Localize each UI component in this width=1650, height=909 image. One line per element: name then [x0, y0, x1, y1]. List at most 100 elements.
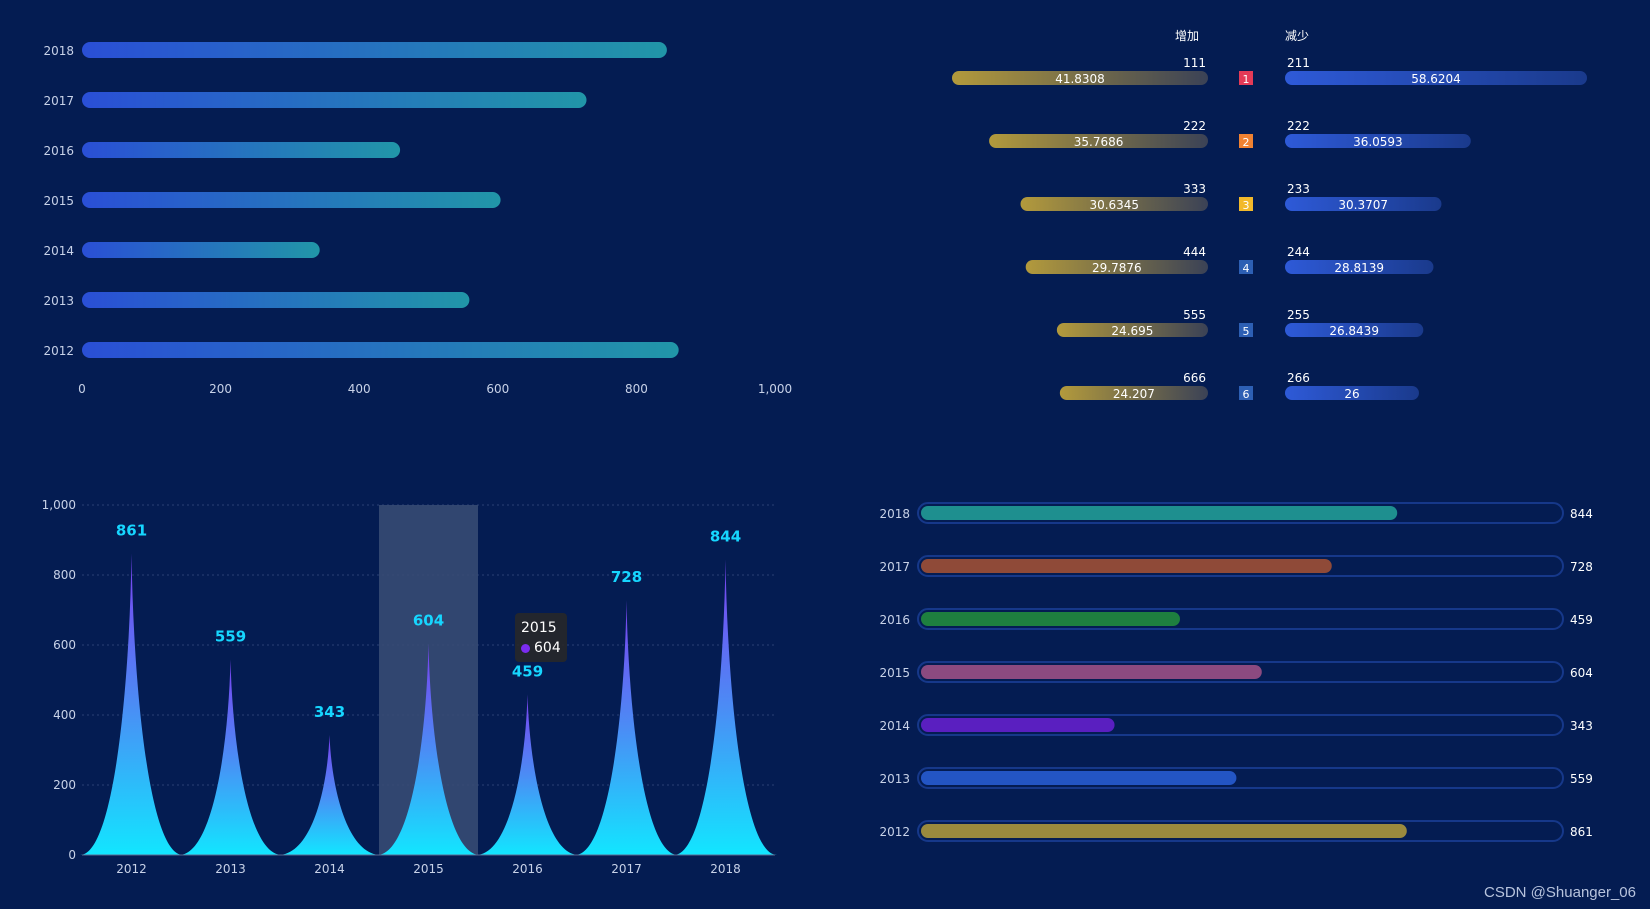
year-label: 2018 [879, 507, 910, 521]
y-tick-label: 2016 [43, 144, 74, 158]
left-value-label: 24.207 [1113, 387, 1155, 401]
left-count: 333 [1183, 182, 1206, 196]
value-label: 861 [1570, 825, 1593, 839]
progress-fill-2014 [921, 718, 1115, 732]
bar-decrease-1 [1285, 71, 1587, 85]
y-tick-label: 1,000 [42, 498, 76, 512]
progress-fill-2016 [921, 612, 1180, 626]
value-label: 559 [1570, 772, 1593, 786]
bar-increase-1 [952, 71, 1208, 85]
bar-increase-2 [989, 134, 1208, 148]
y-tick-label: 200 [53, 778, 76, 792]
y-tick-label: 800 [53, 568, 76, 582]
progress-bar-chart-svg: 2018 844 2017 728 2016 459 2015 604 2014 343 2013 5… [879, 502, 1593, 842]
right-value-label: 26.8439 [1329, 324, 1379, 338]
chart-tooltip: 2015 604 [515, 613, 567, 662]
right-count: 233 [1287, 182, 1310, 196]
data-label: 861 [116, 522, 147, 540]
y-tick-label: 2014 [43, 244, 74, 258]
progress-track [917, 502, 1564, 524]
progress-fill-2012 [921, 824, 1407, 838]
data-label: 343 [314, 703, 345, 721]
header-increase: 增加 [1175, 29, 1199, 43]
data-label: 604 [413, 612, 444, 630]
x-tick-label: 1,000 [758, 382, 792, 396]
bar-decrease-5 [1285, 323, 1424, 337]
spike-2012 [80, 553, 183, 855]
x-tick-label: 2013 [215, 862, 246, 876]
right-count: 244 [1287, 245, 1310, 259]
value-label: 343 [1570, 719, 1593, 733]
y-tick-label: 2018 [43, 44, 74, 58]
value-label: 844 [1570, 507, 1593, 521]
x-tick-label: 2016 [512, 862, 543, 876]
rank-badge [1239, 323, 1253, 337]
data-label: 728 [611, 568, 642, 586]
progress-track [917, 661, 1564, 683]
left-count: 666 [1183, 371, 1206, 385]
rank-badge [1239, 260, 1253, 274]
left-value-label: 24.695 [1111, 324, 1153, 338]
bar-2013 [82, 292, 470, 308]
progress-fill-2015 [921, 665, 1262, 679]
rank-number: 5 [1243, 325, 1250, 338]
rank-badge [1239, 71, 1253, 85]
spike-column-chart-svg: 0 200 400 600 800 1,000 861 2012 559 2013 343 2014 6… [42, 498, 777, 876]
right-value-label: 36.0593 [1353, 135, 1403, 149]
bar-2015 [82, 192, 501, 208]
rank-number: 1 [1243, 73, 1250, 86]
right-count: 266 [1287, 371, 1310, 385]
y-tick-label: 400 [53, 708, 76, 722]
rank-number: 6 [1243, 388, 1250, 401]
y-tick-label: 600 [53, 638, 76, 652]
right-count: 211 [1287, 56, 1310, 70]
right-count: 222 [1287, 119, 1310, 133]
progress-track [917, 767, 1564, 789]
left-value-label: 30.6345 [1089, 198, 1139, 212]
spike-2014 [278, 734, 381, 855]
right-value-label: 28.8139 [1334, 261, 1384, 275]
bar-decrease-4 [1285, 260, 1434, 274]
diverging-ranking-chart: 增加 减少 111 41.8308 1 211 58.6204 222 35.7686 2 22… [880, 0, 1620, 420]
x-tick-label: 0 [78, 382, 86, 396]
left-count: 444 [1183, 245, 1206, 259]
y-tick-label: 2015 [43, 194, 74, 208]
value-label: 459 [1570, 613, 1593, 627]
bar-2018 [82, 42, 667, 58]
bar-decrease-2 [1285, 134, 1471, 148]
right-value-label: 26 [1344, 387, 1359, 401]
left-count: 222 [1183, 119, 1206, 133]
rank-badge [1239, 197, 1253, 211]
year-label: 2013 [879, 772, 910, 786]
bar-increase-6 [1059, 386, 1208, 400]
year-label: 2012 [879, 825, 910, 839]
left-value-label: 29.7876 [1092, 261, 1142, 275]
x-tick-label: 2018 [710, 862, 741, 876]
x-tick-label: 800 [625, 382, 648, 396]
bar-2016 [82, 142, 401, 158]
progress-fill-2013 [921, 771, 1237, 785]
progress-track [917, 555, 1564, 577]
bar-decrease-3 [1285, 197, 1442, 211]
spike-2016 [476, 694, 579, 855]
right-count: 255 [1287, 308, 1310, 322]
bar-increase-5 [1056, 323, 1208, 337]
right-value-label: 30.3707 [1338, 198, 1388, 212]
rank-number: 3 [1243, 199, 1250, 212]
watermark: CSDN @Shuanger_06 [1484, 884, 1636, 901]
horizontal-bar-chart: 2018 2017 2016 2015 2014 2013 2012 0 200 400 600 80… [0, 0, 820, 420]
bar-2014 [82, 242, 320, 258]
left-value-label: 41.8308 [1055, 72, 1105, 86]
left-count: 111 [1183, 56, 1206, 70]
rank-number: 2 [1243, 136, 1250, 149]
spike-2018 [674, 559, 777, 855]
tooltip-value: 604 [534, 640, 561, 656]
tooltip-dot-icon [521, 643, 530, 653]
progress-fill-2018 [921, 506, 1398, 520]
spike-2013 [179, 659, 282, 855]
data-label: 844 [710, 528, 741, 546]
right-value-label: 58.6204 [1411, 72, 1461, 86]
progress-track [917, 714, 1564, 736]
bar-decrease-6 [1285, 386, 1419, 400]
progress-fill-2017 [921, 559, 1332, 573]
